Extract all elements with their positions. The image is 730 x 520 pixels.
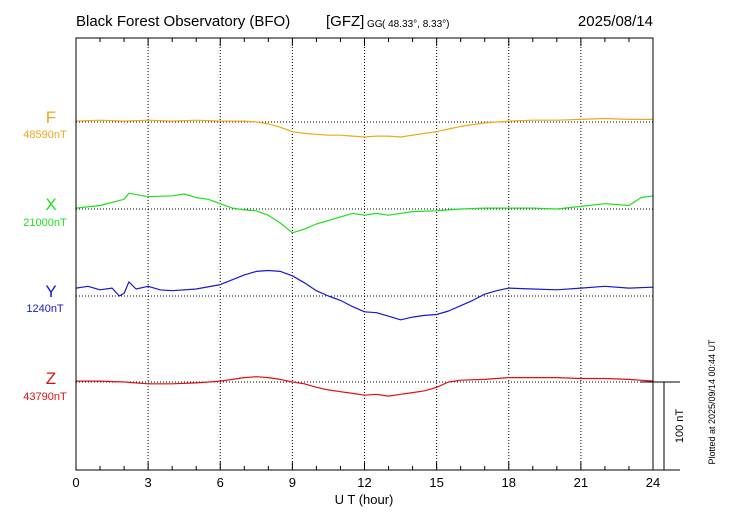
x-tick-label: 15 — [429, 475, 443, 490]
series-lines — [75, 117, 654, 397]
scale-bar: 100 nT — [641, 381, 686, 471]
date-label: 2025/08/14 — [578, 13, 653, 30]
x-tick-label: 12 — [357, 475, 371, 490]
series-name-x: X — [45, 195, 56, 214]
series-line-z — [76, 376, 654, 397]
series-line-x — [75, 192, 654, 234]
grid-lines — [147, 38, 582, 470]
coord-system-label: GG — [367, 19, 383, 30]
series-baseline-value-z: 43790nT — [23, 391, 67, 403]
series-name-f: F — [46, 108, 56, 127]
coordinates-label: ( 48.33°, 8.33°) — [382, 19, 449, 30]
series-baseline-value-y: 1240nT — [26, 303, 64, 315]
series-baseline-value-x: 21000nT — [23, 217, 67, 229]
series-line-f — [75, 117, 653, 138]
x-tick-label: 0 — [72, 475, 79, 490]
x-tick-label: 21 — [574, 475, 588, 490]
x-tick-label: 24 — [646, 475, 660, 490]
scale-bar-label: 100 nT — [674, 409, 686, 444]
x-axis-ticks: 0 3 6 9 12 15 18 21 24 — [72, 38, 660, 490]
series-labels: F 48590nT X 21000nT Y 1240nT Z 43790nT — [23, 108, 67, 403]
x-tick-label: 6 — [217, 475, 224, 490]
series-baseline-value-f: 48590nT — [23, 129, 67, 141]
x-axis-label: U T (hour) — [335, 492, 394, 507]
plotted-at-note: Plotted at 2025/09/14 00:44 UT — [707, 339, 717, 465]
series-line-y — [75, 269, 654, 321]
x-tick-label: 3 — [145, 475, 152, 490]
institute-label: [GFZ] — [326, 13, 364, 30]
x-tick-label: 9 — [289, 475, 296, 490]
series-name-z: Z — [46, 369, 56, 388]
x-tick-label: 18 — [502, 475, 516, 490]
observatory-title: Black Forest Observatory (BFO) — [76, 13, 290, 30]
series-name-y: Y — [45, 282, 56, 301]
